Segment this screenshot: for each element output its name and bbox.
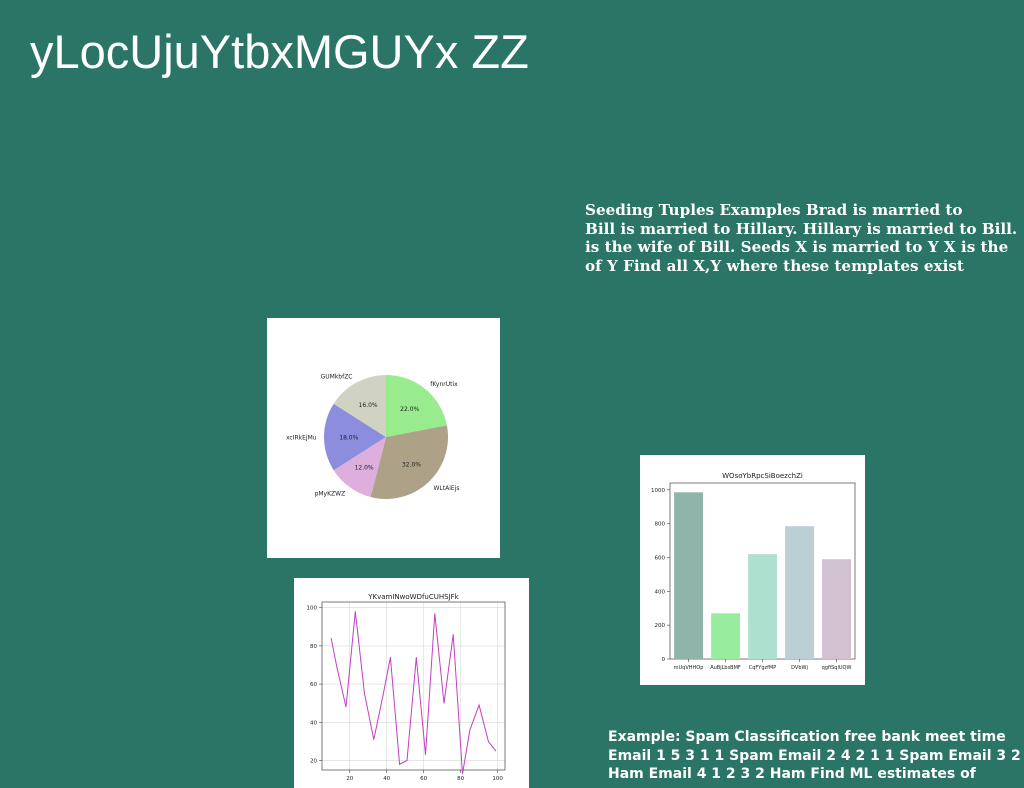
line-plot-frame <box>321 601 506 771</box>
data-point <box>452 634 454 635</box>
series-line <box>330 611 497 774</box>
x-tick-label: CqFYgzfMP <box>749 665 776 671</box>
data-point <box>382 695 384 696</box>
data-point <box>488 741 489 742</box>
x-tick-label: 40 <box>383 776 390 782</box>
data-point <box>495 750 497 752</box>
line-chart-panel: YKvamINwoWDfuCUHSJFk 20 40 60 80 100 20 40 60 80 1… <box>294 578 529 788</box>
y-tick-label: 60 <box>310 682 317 688</box>
text-line: Example: Spam Classification free bank m… <box>608 729 1006 745</box>
pie-percent-label: 18.0% <box>339 435 358 442</box>
data-point <box>345 706 347 708</box>
data-point <box>406 760 408 761</box>
bar <box>822 559 851 659</box>
y-tick-label: 40 <box>310 720 317 726</box>
spam-classification-text: Example: Spam Classification free bank m… <box>608 728 1024 784</box>
data-point <box>425 754 426 756</box>
data-point <box>462 773 463 775</box>
pie-slice-label: GUMkbfZC <box>321 374 353 381</box>
data-point <box>415 657 417 658</box>
x-tick-label: qgfiSqlUQW <box>822 665 852 671</box>
y-tick-label: 800 <box>655 522 666 528</box>
y-tick-label: 80 <box>310 644 317 650</box>
x-tick-label: 80 <box>457 776 464 782</box>
pie-chart: 22.0% fKynrUtix 32.0% WLtAiEjs 12.0% pMyKZWZ 1… <box>286 374 460 499</box>
pie-slice <box>370 425 448 499</box>
pie-slice <box>323 403 386 471</box>
bar-chart-title: WOsoYbRpcSiBoezchZi <box>722 472 803 480</box>
bar <box>711 613 740 659</box>
text-line: of Y Find all X,Y where these templates … <box>585 256 964 275</box>
pie-slice <box>333 437 386 498</box>
data-point <box>478 704 480 706</box>
x-tick-label: AuBjLbsBMF <box>710 665 741 671</box>
y-tick-label: 600 <box>655 555 666 561</box>
x-tick-label: mUqVHHOp <box>674 665 704 671</box>
y-tick-label: 200 <box>655 623 666 629</box>
data-point <box>390 657 391 658</box>
slide-title: yLocUjuYtbxMGUYx ZZ <box>30 25 529 78</box>
pie-percent-label: 16.0% <box>359 402 378 409</box>
pie-percent-label: 12.0% <box>355 465 374 472</box>
x-tick-label: 60 <box>420 776 427 782</box>
y-tick-label: 20 <box>310 758 317 764</box>
data-point <box>336 666 338 668</box>
pie-slice-label: fKynrUtix <box>430 381 458 388</box>
data-point <box>469 729 471 731</box>
pie-percent-label: 32.0% <box>402 462 421 469</box>
bar <box>674 492 703 659</box>
pie-slice <box>333 375 386 437</box>
y-tick-label: 1000 <box>651 488 665 494</box>
pie-chart-panel: 22.0% fKynrUtix 32.0% WLtAiEjs 12.0% pMyKZWZ 1… <box>267 318 500 558</box>
pie-percent-label: 22.0% <box>400 406 419 413</box>
data-point <box>354 611 356 612</box>
text-line: Seeding Tuples Examples Brad is married … <box>585 201 963 219</box>
data-point <box>434 613 436 614</box>
bar-chart: WOsoYbRpcSiBoezchZi 0 200 400 600 800 1000 mUqV… <box>651 472 856 671</box>
text-line: Bill is married to Hillary. Hillary is m… <box>585 219 1018 238</box>
pie-slice <box>386 375 447 437</box>
bar-chart-panel: WOsoYbRpcSiBoezchZi 0 200 400 600 800 1000 mUqV… <box>640 455 865 685</box>
data-point <box>373 739 375 740</box>
text-line: is the wife of Bill. Seeds X is married … <box>585 238 1009 256</box>
bar <box>785 526 814 659</box>
line-chart-title: YKvamINwoWDfuCUHSJFk <box>367 593 459 601</box>
seeding-tuples-text: Seeding Tuples Examples Brad is married … <box>585 201 1017 275</box>
x-tick-label: DVbWj <box>791 665 808 671</box>
y-tick-label: 100 <box>307 606 318 612</box>
pie-slice-label: xcIRkEjMu <box>286 435 317 442</box>
text-line: Email 1 5 3 1 1 Spam Email 2 4 2 1 1 Spa… <box>608 747 1024 764</box>
bar <box>748 554 777 659</box>
x-tick-label: 100 <box>492 776 503 782</box>
pie-slice-label: WLtAiEjs <box>434 485 460 492</box>
line-chart: YKvamINwoWDfuCUHSJFk 20 40 60 80 100 20 40 60 80 1… <box>307 593 506 782</box>
data-point <box>399 763 400 765</box>
pie-slice-label: pMyKZWZ <box>315 491 346 498</box>
data-point <box>364 693 365 694</box>
text-line: Ham Email 4 1 2 3 2 Ham Find ML estimate… <box>608 766 976 782</box>
data-point <box>330 637 332 639</box>
y-tick-label: 400 <box>655 589 666 595</box>
y-tick-label: 0 <box>662 657 666 663</box>
data-point <box>443 702 445 704</box>
x-tick-label: 20 <box>346 776 353 782</box>
